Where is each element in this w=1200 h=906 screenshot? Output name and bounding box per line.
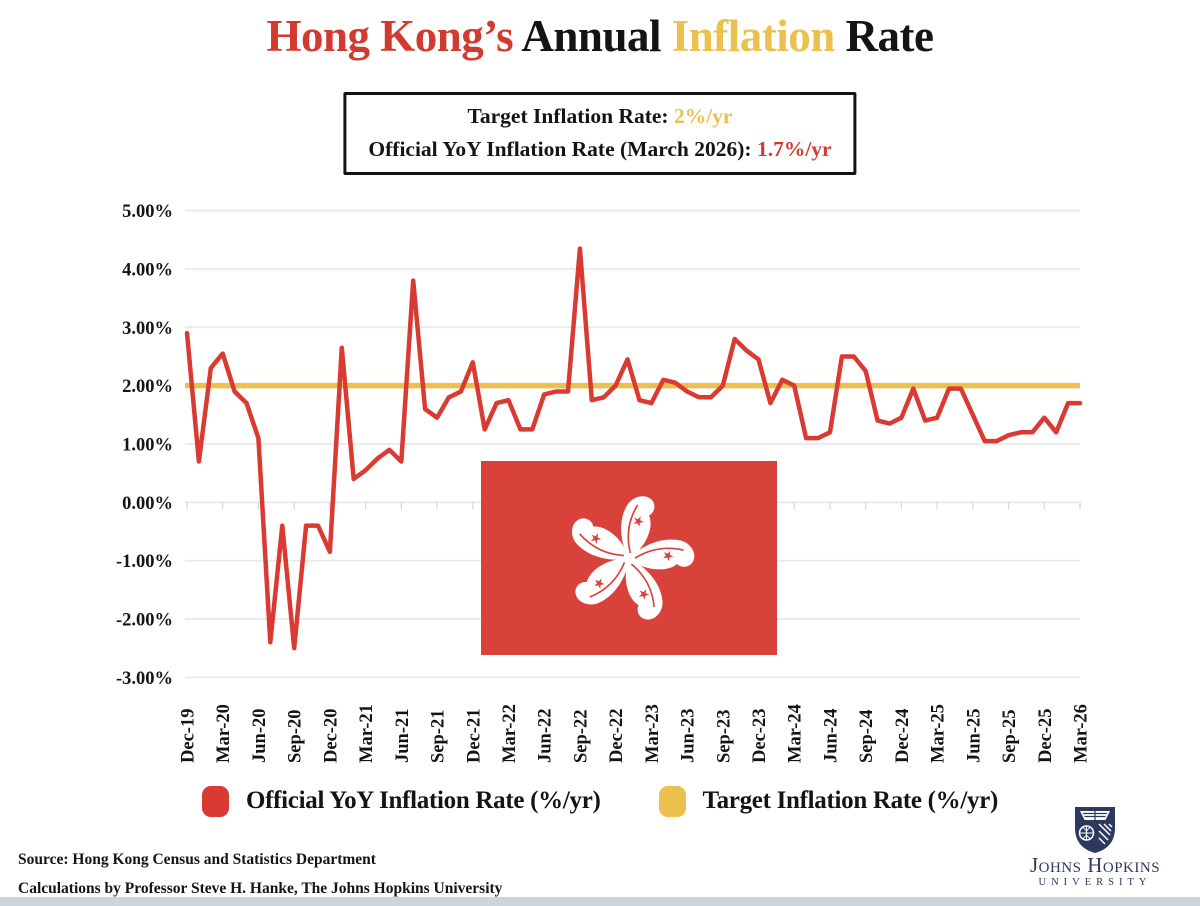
x-axis-label: Mar-26 — [1072, 704, 1092, 763]
x-axis-label: Dec-19 — [179, 709, 199, 763]
x-axis-label: Dec-25 — [1036, 709, 1056, 763]
x-axis-label: Dec-21 — [464, 709, 484, 763]
x-axis-label: Mar-21 — [357, 704, 377, 763]
x-axis-label: Sep-20 — [286, 710, 306, 763]
x-axis-label: Dec-24 — [893, 709, 913, 763]
title-hong-kongs: Hong Kong’s — [266, 11, 514, 61]
page-title: Hong Kong’s Annual Inflation Rate — [0, 10, 1200, 62]
source-line: Source: Hong Kong Census and Statistics … — [18, 851, 376, 868]
bauhinia-flower — [564, 496, 698, 625]
legend-swatch-official — [201, 785, 229, 817]
x-axis-label: Mar-20 — [214, 704, 234, 763]
target-rate-value: 2%/yr — [673, 104, 733, 128]
jhu-university-text: UNIVERSITY — [1038, 877, 1152, 888]
jhu-wordmark: Johns Hopkins — [1029, 853, 1161, 877]
title-inflation: Inflation — [671, 11, 836, 61]
y-axis-label: 3.00% — [122, 319, 173, 339]
official-inflation-line — [184, 246, 1083, 651]
x-axis-label: Mar-25 — [929, 704, 949, 763]
legend-label-official: Official YoY Inflation Rate (%/yr) — [245, 787, 601, 814]
x-axis-label: Jun-24 — [821, 709, 841, 764]
y-axis-label: -3.00% — [116, 669, 173, 689]
x-axis-label: Dec-20 — [321, 709, 341, 763]
x-axis-label: Sep-22 — [571, 710, 591, 763]
x-axis-label: Sep-24 — [857, 710, 877, 763]
legend-label-target: Target Inflation Rate (%/yr) — [702, 787, 999, 814]
title-annual: Annual — [521, 11, 661, 61]
x-axis-label: Jun-20 — [250, 709, 270, 764]
x-axis-label: Sep-25 — [1000, 710, 1020, 763]
y-axis-label: 5.00% — [122, 202, 173, 222]
y-axis-label: 0.00% — [122, 494, 173, 514]
x-axis-label: Jun-25 — [964, 709, 984, 764]
y-axis-label: -2.00% — [116, 610, 173, 630]
y-axis-label: -1.00% — [116, 552, 173, 572]
jhu-logo: Johns Hopkins UNIVERSITY — [1000, 806, 1190, 888]
x-axis-label: Dec-23 — [750, 709, 770, 763]
y-axis-label: 4.00% — [122, 260, 173, 280]
x-axis-label: Dec-22 — [607, 709, 627, 763]
x-axis-label: Jun-21 — [393, 709, 413, 764]
legend-item-official: Official YoY Inflation Rate (%/yr) — [201, 785, 601, 817]
calculations-line: Calculations by Professor Steve H. Hanke… — [18, 879, 503, 897]
official-rate-value: 1.7%/yr — [756, 136, 832, 161]
x-axis-label: Sep-23 — [714, 710, 734, 763]
legend-item-target: Target Inflation Rate (%/yr) — [658, 785, 999, 817]
bottom-strip — [0, 897, 1200, 906]
y-axis-label: 2.00% — [122, 377, 173, 397]
title-rate: Rate — [845, 11, 934, 61]
x-axis-label: Jun-23 — [679, 709, 699, 764]
legend-swatch-target — [658, 785, 686, 817]
x-axis-label: Sep-21 — [429, 710, 449, 763]
x-axis-label: Mar-23 — [643, 704, 663, 763]
y-axis-label: 1.00% — [122, 435, 173, 455]
info-line-target: Target Inflation Rate: 2%/yr — [368, 100, 831, 133]
target-rate-label: Target Inflation Rate: — [467, 104, 669, 128]
x-axis-label: Mar-22 — [500, 704, 520, 763]
info-box: Target Inflation Rate: 2%/yr Official Yo… — [343, 92, 857, 176]
legend: Official YoY Inflation Rate (%/yr) Targe… — [0, 777, 1200, 825]
info-line-official: Official YoY Inflation Rate (March 2026)… — [368, 133, 831, 166]
hong-kong-flag — [481, 461, 778, 655]
x-axis-label: Mar-24 — [786, 704, 806, 763]
jhu-shield-icon — [1075, 807, 1115, 853]
source-attribution: Source: Hong Kong Census and Statistics … — [18, 846, 502, 903]
x-axis-label: Jun-22 — [536, 709, 556, 764]
official-rate-label: Official YoY Inflation Rate (March 2026)… — [368, 136, 752, 161]
